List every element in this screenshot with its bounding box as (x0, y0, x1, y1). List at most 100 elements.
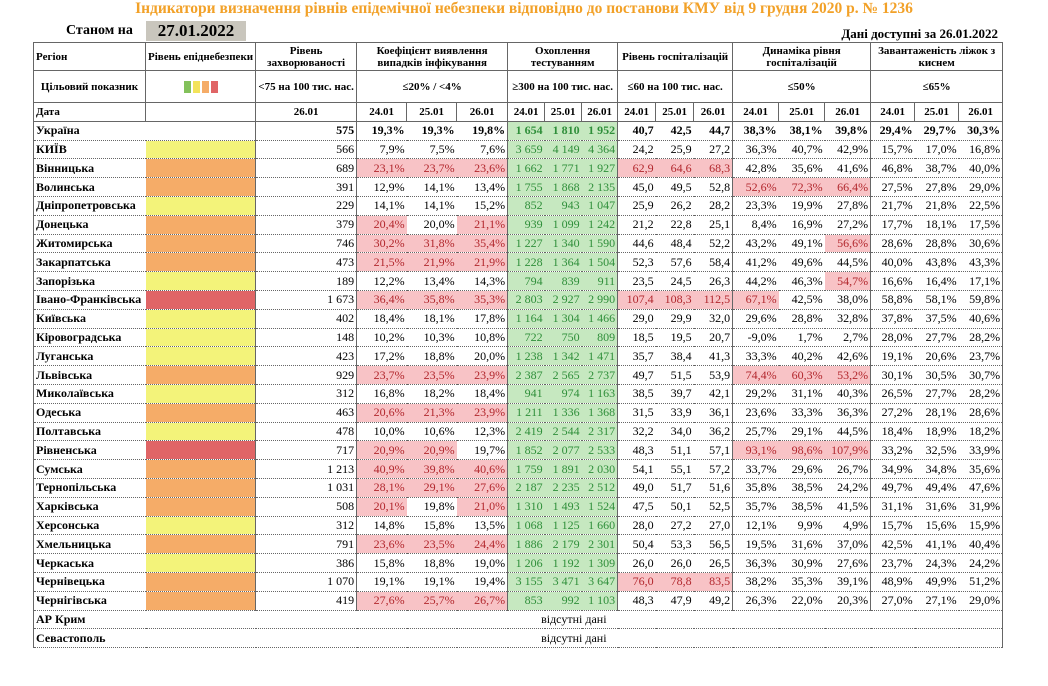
testing-value: 941 (507, 384, 545, 404)
hosp-dynamics-value: 35,8% (732, 478, 779, 498)
detection-value: 10,8% (456, 328, 509, 348)
testing-value: 2 187 (507, 478, 545, 498)
hosp-dynamics-value: 38,5% (778, 478, 825, 498)
oxygen-beds-value: 21,8% (914, 196, 959, 216)
oxygen-beds-value: 16,8% (958, 140, 1004, 160)
testing-value: 1 103 (581, 591, 619, 611)
testing-value: 2 387 (507, 365, 545, 385)
epidemic-level-cell (145, 271, 257, 291)
hosp-dynamics-value: 24,2% (824, 478, 872, 498)
legend-yellow-swatch (192, 80, 200, 93)
hospitalization-value: 36,1 (693, 403, 734, 423)
testing-value: 2 737 (581, 365, 619, 385)
date-col: 26.01 (456, 102, 509, 122)
oxygen-beds-value: 35,6% (958, 459, 1004, 479)
oxygen-beds-value: 46,8% (870, 158, 915, 179)
epidemic-level-cell (145, 384, 257, 404)
date-col: 26.01 (581, 102, 619, 122)
oxygen-beds-value: 20,6% (914, 346, 959, 367)
region-name: Севастополь (33, 628, 146, 649)
morbidity-value: 1 031 (255, 478, 358, 498)
morbidity-value: 508 (255, 497, 358, 517)
testing-value: 2 077 (544, 440, 582, 461)
hosp-dynamics-value: 28,8% (778, 309, 825, 329)
date-col: 25.01 (914, 102, 960, 122)
hospitalization-value: 41,3 (693, 346, 734, 367)
detection-value: 19,4% (456, 572, 509, 592)
hosp-dynamics-value: 74,4% (732, 365, 779, 385)
target-hospitalization: ≤60 на 100 тис. нас. (617, 70, 734, 103)
region-name: Сумська (33, 459, 146, 479)
detection-value: 21,9% (456, 252, 509, 273)
hospitalization-value: 42,1 (693, 384, 734, 404)
detection-value: 19,1% (406, 572, 457, 592)
header-testing: Охоплення тестуванням (507, 42, 619, 71)
hospitalization-value: 52,5 (693, 497, 734, 517)
hospitalization-value: 57,1 (693, 440, 734, 461)
oxygen-beds-value: 18,1% (914, 215, 959, 235)
region-name: Житомирська (33, 234, 146, 254)
hospitalization-value: 26,5 (693, 553, 734, 573)
detection-value: 27,6% (456, 478, 509, 498)
detection-value: 19,3% (356, 121, 407, 141)
detection-value: 13,4% (456, 177, 509, 197)
table-row: Чернігівська 419 27,6% 25,7% 26,7% 853 992 1 10… (33, 591, 1004, 611)
testing-value: 1 125 (544, 516, 582, 536)
hosp-dynamics-value: 30,9% (778, 553, 825, 573)
detection-value: 36,4% (356, 290, 407, 310)
testing-value: 1 068 (507, 516, 545, 536)
morbidity-value: 929 (255, 365, 358, 385)
hospitalization-value: 49,7 (617, 365, 656, 385)
header-morbidity: Рівень захворюваності (255, 42, 358, 71)
legend-red-swatch (210, 80, 218, 93)
testing-value: 809 (581, 328, 619, 348)
morbidity-value: 402 (255, 309, 358, 329)
region-name: Миколаївська (33, 384, 146, 404)
epidemic-level-cell (145, 591, 257, 611)
hosp-dynamics-value: 27,8% (824, 196, 872, 216)
testing-value: 3 647 (581, 572, 619, 592)
testing-value: 1 342 (544, 346, 582, 367)
oxygen-beds-value: 28,8% (914, 234, 959, 254)
oxygen-beds-value: 23,7% (958, 346, 1004, 367)
table-row: Закарпатська 473 21,5% 21,9% 21,9% 1 228 1 364… (33, 252, 1004, 273)
table-row: Кіровоградська 148 10,2% 10,3% 10,8% 722 750 80… (33, 328, 1004, 348)
oxygen-beds-value: 59,8% (958, 290, 1004, 310)
hospitalization-value: 112,5 (693, 290, 734, 310)
morbidity-value: 312 (255, 384, 358, 404)
hosp-dynamics-value: 40,3% (824, 384, 872, 404)
hospitalization-value: 19,5 (655, 328, 694, 348)
testing-value: 1 364 (544, 252, 582, 273)
epidemic-level-cell (145, 422, 257, 442)
oxygen-beds-value: 49,4% (914, 478, 959, 498)
testing-value: 1 660 (581, 516, 619, 536)
morbidity-value: 566 (255, 140, 358, 160)
hosp-dynamics-value: 66,4% (824, 177, 872, 197)
oxygen-beds-value: 27,1% (914, 591, 959, 611)
hospitalization-value: 48,4 (655, 234, 694, 254)
oxygen-beds-value: 17,0% (914, 140, 959, 160)
header-detection: Коефіцієнт виявлення випадків інфікуванн… (356, 42, 509, 71)
oxygen-beds-value: 34,8% (914, 459, 959, 479)
hosp-dynamics-value: 40,2% (778, 346, 825, 367)
testing-value: 3 155 (507, 572, 545, 592)
oxygen-beds-value: 27,7% (914, 328, 959, 348)
table-row: Одеська 463 20,6% 21,3% 23,9% 1 211 1 336 1 368… (33, 403, 1004, 423)
table-row: Донецька 379 20,4% 20,0% 21,1% 939 1 099 1 242 2… (33, 215, 1004, 235)
hosp-dynamics-value: 29,1% (778, 422, 825, 442)
hosp-dynamics-value: 35,6% (778, 158, 825, 179)
oxygen-beds-value: 15,7% (870, 140, 915, 160)
detection-value: 19,1% (356, 572, 407, 592)
oxygen-beds-value: 42,5% (870, 534, 915, 555)
region-name: Одеська (33, 403, 146, 423)
oxygen-beds-value: 29,7% (914, 121, 959, 141)
hospitalization-value: 51,7 (655, 478, 694, 498)
testing-value: 1 524 (581, 497, 619, 517)
hosp-dynamics-value: 56,6% (824, 234, 872, 254)
date-col: 26.01 (958, 102, 1004, 122)
epidemic-level-cell (145, 459, 257, 479)
hospitalization-value: 20,7 (693, 328, 734, 348)
hospitalization-value: 23,5 (617, 271, 656, 291)
detection-value: 31,8% (406, 234, 457, 254)
hospitalization-value: 56,5 (693, 534, 734, 555)
